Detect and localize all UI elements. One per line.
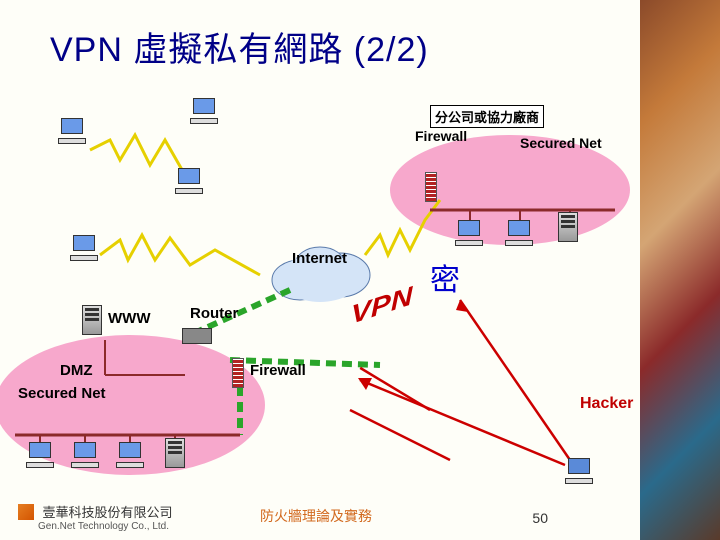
router-label: Router [190, 305, 238, 322]
hacker-pc-icon [565, 458, 593, 486]
branch-pc-icon [505, 220, 533, 248]
remote-pc-icon [190, 98, 218, 126]
branch-label: 分公司或協力廠商 [430, 105, 544, 128]
branch-server-icon [558, 212, 578, 242]
secret-char: 密 [430, 255, 460, 299]
secured-net-top-label: Secured Net [520, 135, 602, 151]
firewall-bottom-label: Firewall [250, 362, 306, 379]
firewall-top-label: Firewall [415, 128, 467, 144]
remote-pc-icon [70, 235, 98, 263]
company-name-en: Gen.Net Technology Co., Ltd. [38, 521, 172, 532]
secured-net-bottom-label: Secured Net [18, 385, 106, 402]
remote-pc-icon [175, 168, 203, 196]
decorative-sidebar-image [640, 0, 720, 540]
www-server-icon [82, 305, 102, 335]
company-name-zh: 壹華科技股份有限公司 [42, 502, 172, 521]
branch-pc-icon [455, 220, 483, 248]
firewall-icon [425, 172, 437, 202]
slide-canvas: VPN 虛擬私有網路 (2/2) Internet [0, 0, 640, 540]
vpn-diagram: Internet [10, 80, 630, 490]
footer-center-text: 防火牆理論及實務 [260, 506, 372, 526]
hq-server-icon [165, 438, 185, 468]
company-logo-icon [18, 504, 34, 520]
page-number: 50 [532, 510, 548, 526]
www-label: WWW [108, 310, 150, 327]
firewall-icon [232, 358, 244, 388]
hacker-label: Hacker [580, 395, 633, 413]
hq-pc-icon [71, 442, 99, 470]
slide-title: VPN 虛擬私有網路 (2/2) [50, 22, 429, 71]
dmz-label: DMZ [60, 362, 93, 379]
hq-pc-icon [26, 442, 54, 470]
footer-left: 壹華科技股份有限公司 Gen.Net Technology Co., Ltd. [18, 502, 172, 532]
remote-pc-icon [58, 118, 86, 146]
router-icon [182, 328, 212, 344]
hq-pc-icon [116, 442, 144, 470]
internet-label: Internet [292, 250, 347, 267]
